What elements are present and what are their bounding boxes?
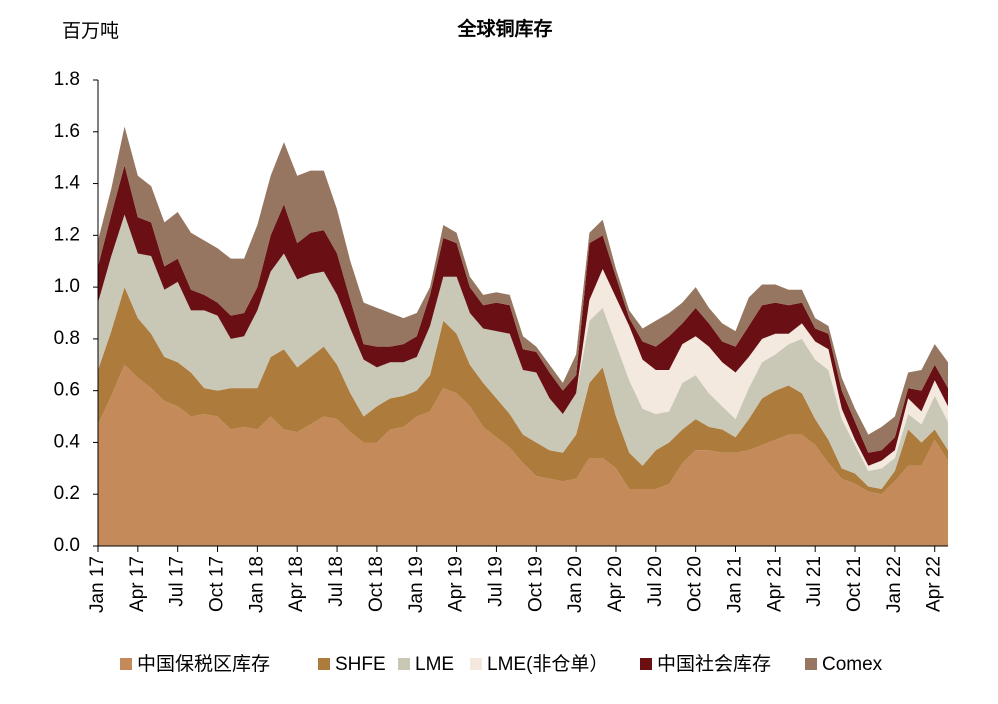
- x-tick-label: Apr 21: [764, 556, 785, 612]
- x-tick-label: Oct 20: [685, 556, 706, 612]
- y-tick-label: 0.0: [54, 535, 80, 556]
- legend-swatch: [805, 658, 817, 670]
- y-tick-label: 0.4: [54, 431, 81, 452]
- x-tick-label: Jul 21: [804, 556, 825, 607]
- area: [98, 214, 948, 471]
- area: [98, 214, 948, 490]
- legend-swatch: [120, 658, 132, 670]
- y-tick-label: 0.8: [54, 328, 80, 349]
- legend-label: 中国社会库存: [657, 653, 771, 675]
- x-tick-label: Apr 17: [127, 556, 148, 612]
- x-tick-label: Apr 18: [286, 556, 307, 612]
- chart-title: 全球铜库存: [456, 17, 552, 40]
- area: [98, 126, 948, 453]
- y-tick-label: 1.8: [54, 69, 80, 90]
- legend-label: LME(非仓单）: [487, 653, 608, 675]
- y-tick-label: 1.6: [54, 121, 80, 142]
- x-tick-label: Jan 22: [884, 556, 905, 613]
- legend-label: 中国保税区库存: [137, 653, 270, 675]
- x-tick-label: Jan 17: [87, 556, 108, 613]
- legend-swatch: [318, 658, 330, 670]
- x-tick-label: Jan 21: [725, 556, 746, 613]
- x-tick-label: Oct 18: [366, 556, 387, 612]
- x-tick-label: Oct 17: [207, 556, 228, 612]
- area: [98, 364, 948, 546]
- area: [98, 165, 948, 466]
- legend-label: Comex: [822, 654, 883, 675]
- area: [98, 287, 948, 495]
- x-tick-label: Apr 22: [924, 556, 945, 612]
- y-tick-label: 1.2: [54, 224, 80, 245]
- x-tick-label: Oct 21: [844, 556, 865, 612]
- y-tick-label: 0.6: [54, 380, 80, 401]
- x-tick-label: Jul 20: [645, 556, 666, 607]
- legend-swatch: [398, 658, 410, 670]
- legend-label: LME: [415, 654, 454, 675]
- y-axis-label: 百万吨: [62, 20, 119, 42]
- legend-label: SHFE: [335, 654, 386, 675]
- legend-swatch: [640, 658, 652, 670]
- y-tick-label: 1.4: [54, 173, 81, 194]
- x-tick-label: Jul 17: [167, 556, 188, 607]
- x-tick-label: Oct 19: [525, 556, 546, 612]
- y-tick-label: 0.2: [54, 483, 80, 504]
- y-tick-label: 1.0: [54, 276, 80, 297]
- x-tick-label: Apr 20: [605, 556, 626, 612]
- x-tick-label: Jan 20: [565, 556, 586, 613]
- x-tick-label: Jul 19: [485, 556, 506, 607]
- x-tick-label: Apr 19: [446, 556, 467, 612]
- x-tick-label: Jan 19: [406, 556, 427, 613]
- legend-swatch: [470, 658, 482, 670]
- x-tick-label: Jul 18: [326, 556, 347, 607]
- x-tick-label: Jan 18: [246, 556, 267, 613]
